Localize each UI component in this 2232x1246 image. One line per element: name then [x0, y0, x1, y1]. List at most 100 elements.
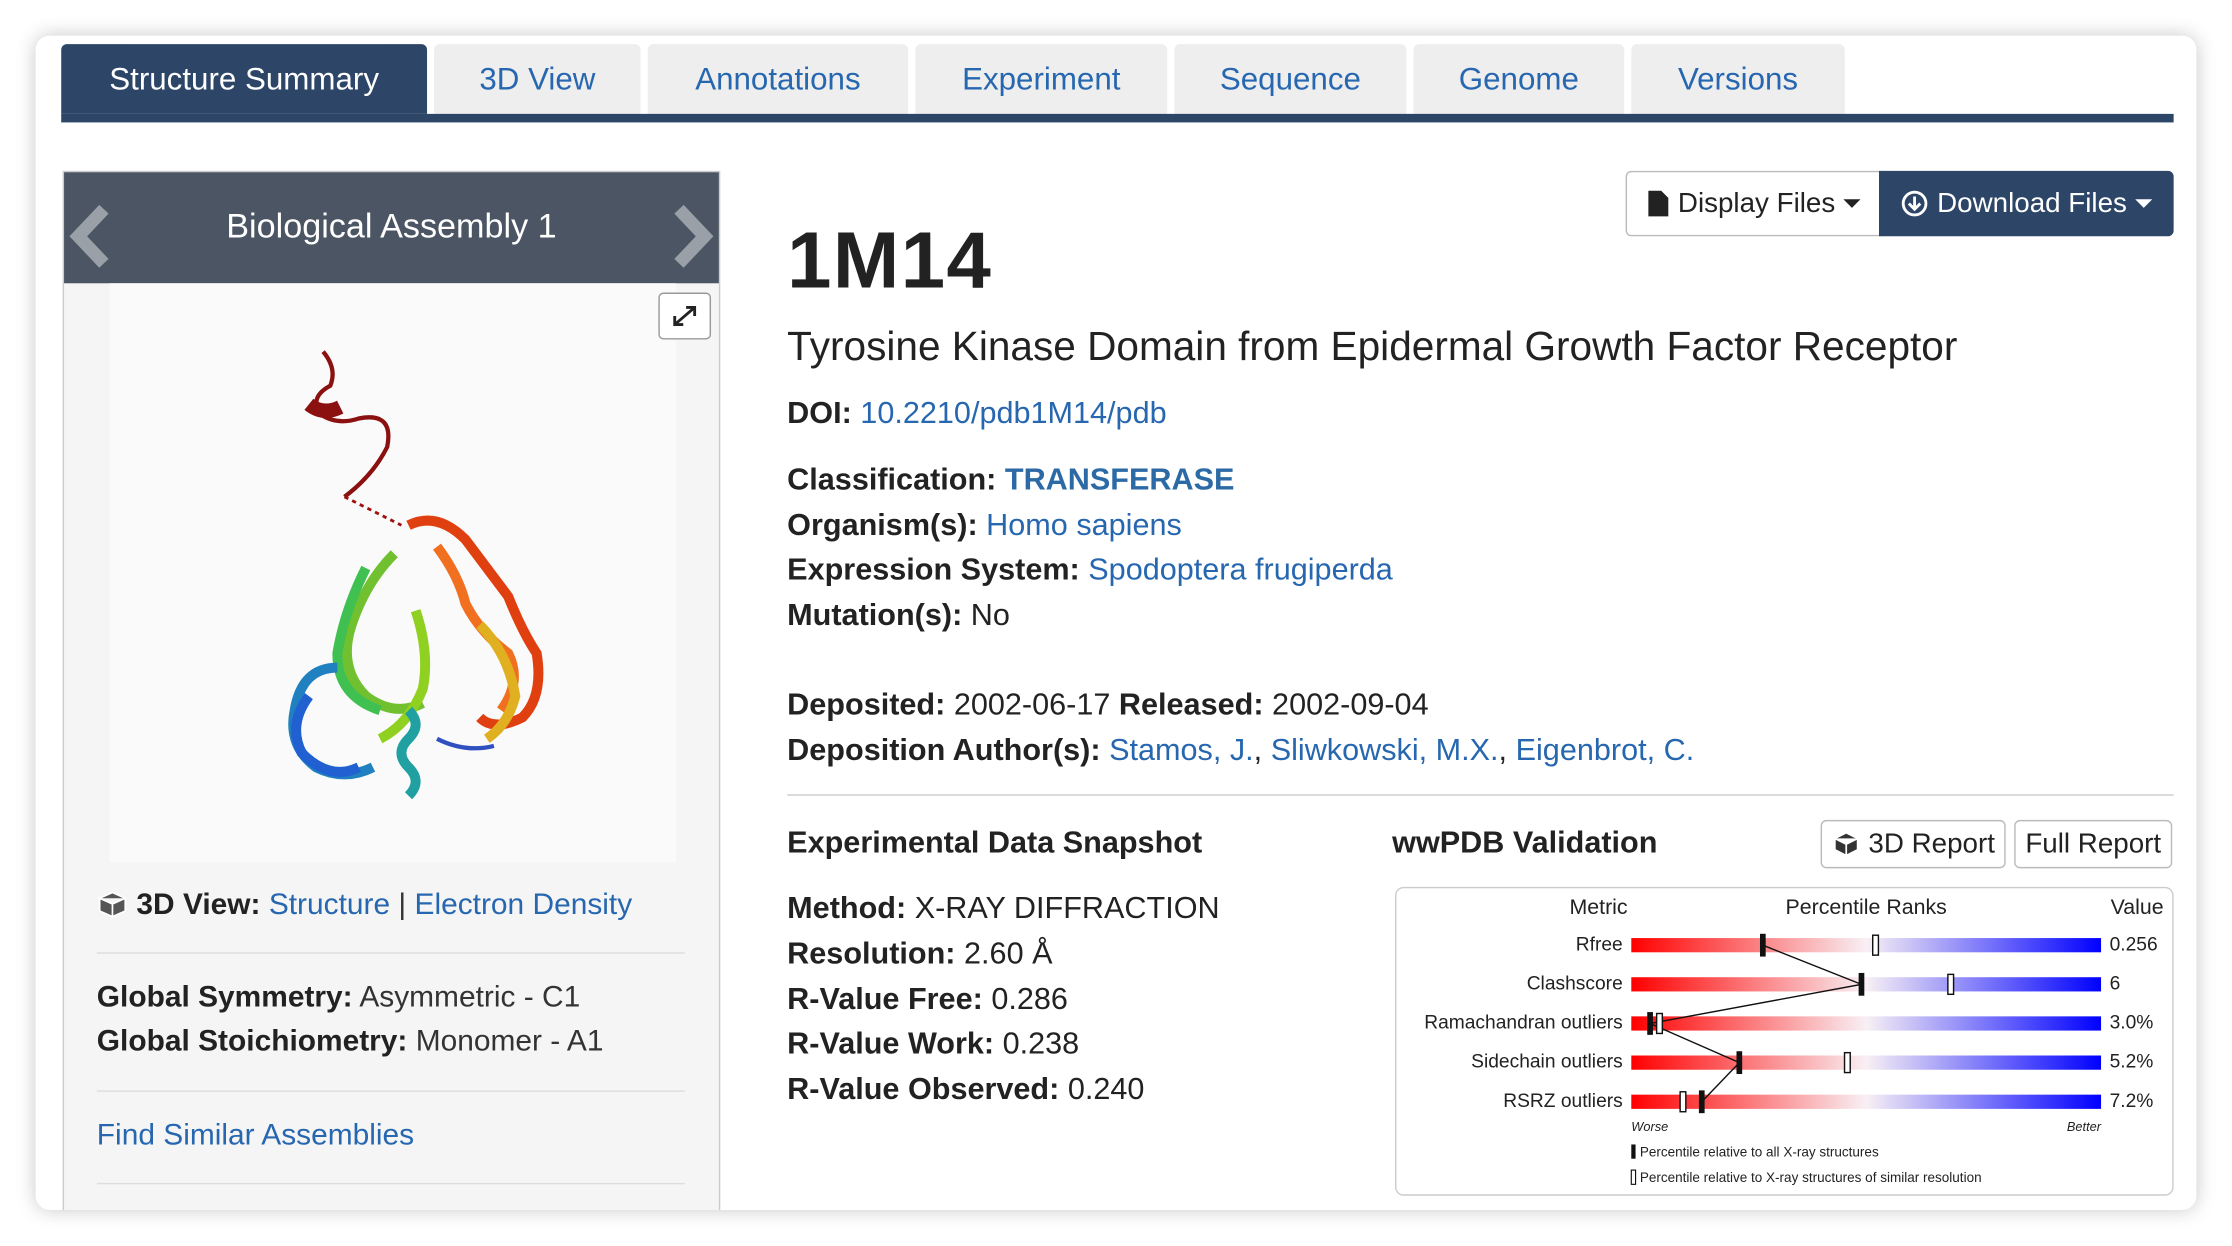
- similar-rank-marker: [1872, 934, 1880, 956]
- link[interactable]: Sliwkowski, M.X.: [1270, 733, 1499, 768]
- tab[interactable]: Annotations: [647, 44, 909, 114]
- display-files-button[interactable]: Display Files: [1625, 170, 1882, 237]
- link[interactable]: Stamos, J.: [1109, 733, 1254, 768]
- download-files-button[interactable]: Download Files: [1878, 170, 2174, 237]
- metric-name: Clashscore: [1527, 973, 1623, 994]
- validation-box: Metric Percentile Ranks Value Rfree 0.256 Cla…: [1395, 886, 2174, 1196]
- separator: ,: [1253, 733, 1263, 768]
- link[interactable]: Find Similar Assemblies: [96, 1118, 415, 1152]
- assembly-title-text: Biological Assembly 1: [226, 207, 557, 247]
- view-label: 3D View:: [136, 888, 261, 921]
- link[interactable]: Eigenbrot, C.: [1515, 733, 1695, 768]
- snapshot-row: R-Value Work: 0.238: [787, 1026, 1079, 1062]
- label: Released:: [1118, 687, 1264, 722]
- field: Expression System: Spodoptera frugiperda: [787, 552, 1393, 588]
- divider: [787, 794, 2174, 796]
- tab[interactable]: Versions: [1631, 44, 1845, 114]
- value: 2.60 Å: [964, 936, 1053, 971]
- percentile-bar: [1631, 1016, 2102, 1031]
- similar-rank-marker: [1843, 1051, 1851, 1074]
- similar-rank-marker: [1679, 1091, 1687, 1113]
- label: R-Value Free:: [787, 982, 983, 1017]
- label: Deposition Author(s):: [787, 733, 1101, 768]
- tab[interactable]: Genome: [1413, 44, 1625, 114]
- metric-value: 0.256: [2110, 934, 2158, 955]
- snapshot-row: Method: X-RAY DIFFRACTION: [787, 891, 1219, 927]
- percentile-bar: [1631, 977, 2102, 992]
- link[interactable]: Homo sapiens: [986, 508, 1182, 543]
- label: R-Value Work:: [787, 1026, 995, 1061]
- divider: [96, 1090, 685, 1092]
- label: Deposited:: [787, 687, 946, 722]
- link[interactable]: Structure: [268, 888, 391, 921]
- metric-value: 7.2%: [2110, 1091, 2154, 1112]
- all-rank-marker: [1698, 1090, 1705, 1114]
- column-header: Value: [2111, 895, 2164, 919]
- similar-rank-marker: [1655, 1012, 1664, 1035]
- link[interactable]: 10.2210/pdb1M14/pdb: [860, 395, 1167, 430]
- cube-icon: [98, 891, 127, 918]
- field: Organism(s): Homo sapiens: [787, 508, 1182, 544]
- authors-line: Deposition Author(s): Stamos, J., Sliwko…: [787, 733, 1694, 769]
- legend-text: Percentile relative to all X-ray structu…: [1640, 1145, 1879, 1160]
- file-icon: [1648, 190, 1668, 217]
- dates-line: Deposited: 2002-06-17 Released: 2002-09-…: [787, 688, 1428, 724]
- entry-id: 1M14: [787, 214, 993, 305]
- label: Global Symmetry:: [96, 980, 353, 1014]
- link[interactable]: Spodoptera frugiperda: [1088, 552, 1393, 587]
- column-header: Percentile Ranks: [1785, 895, 1946, 919]
- label: Mutation(s):: [787, 597, 963, 633]
- find-similar: Find Similar Assemblies: [97, 1119, 414, 1153]
- snapshot-row: Resolution: 2.60 Å: [787, 937, 1052, 973]
- similar-rank-marker: [1947, 973, 1955, 996]
- caret: [1843, 199, 1861, 208]
- entry-title: Tyrosine Kinase Domain from Epidermal Gr…: [787, 324, 1958, 371]
- column-header: Metric: [1570, 895, 1628, 919]
- tab-bar: [61, 113, 2174, 123]
- tab[interactable]: Experiment: [915, 44, 1168, 114]
- structure-image: [109, 283, 677, 863]
- legend-swatch: [1631, 1144, 1636, 1159]
- all-rank-marker: [1858, 972, 1865, 996]
- value: 2002-06-17: [953, 687, 1111, 722]
- tab[interactable]: 3D View: [434, 44, 641, 114]
- label: Resolution:: [787, 936, 956, 971]
- value: Asymmetric - C1: [359, 980, 581, 1014]
- link[interactable]: Electron Density: [414, 888, 633, 921]
- value: Monomer - A1: [415, 1024, 604, 1058]
- metric-name: Ramachandran outliers: [1424, 1013, 1623, 1034]
- assembly-panel: Biological Assembly 1: [62, 170, 721, 1210]
- separator: |: [398, 888, 407, 921]
- label: Global Stoichiometry:: [96, 1024, 408, 1058]
- expand-button[interactable]: [658, 292, 712, 340]
- validation-title: wwPDB Validation: [1392, 825, 1658, 860]
- all-rank-marker: [1647, 1012, 1653, 1035]
- all-rank-marker: [1736, 1051, 1743, 1075]
- divider: [96, 952, 685, 954]
- tab[interactable]: Structure Summary: [61, 44, 428, 114]
- button-text: Display Files: [1677, 187, 1836, 219]
- label: Organism(s):: [787, 508, 978, 543]
- validation-chart: Metric Percentile Ranks Value Rfree 0.256 Cla…: [1424, 895, 2164, 1185]
- link[interactable]: TRANSFERASE: [1004, 462, 1235, 497]
- next-arrow[interactable]: [662, 201, 719, 272]
- percentile-bar: [1631, 1094, 2102, 1109]
- snapshot-row: R-Value Observed: 0.240: [787, 1072, 1144, 1108]
- prev-arrow[interactable]: [64, 201, 121, 272]
- metric-name: Sidechain outliers: [1471, 1052, 1623, 1073]
- cube-icon: [1833, 831, 1858, 857]
- view-line: 3D View: Structure | Electron Density: [97, 888, 632, 922]
- value: 2002-09-04: [1272, 687, 1429, 722]
- legend-swatch: [1630, 1169, 1637, 1185]
- tab[interactable]: Sequence: [1174, 44, 1407, 114]
- snapshot-title: Experimental Data Snapshot: [787, 825, 1203, 860]
- symmetry-line: Global Symmetry: Asymmetric - C1: [97, 981, 580, 1015]
- label: R-Value Observed:: [787, 1071, 1060, 1107]
- value: 0.286: [991, 982, 1068, 1017]
- field: Classification: TRANSFERASE: [787, 463, 1234, 499]
- metric-value: 3.0%: [2110, 1013, 2154, 1034]
- report-3d-button[interactable]: 3D Report: [1820, 819, 2006, 869]
- doi-line: DOI: 10.2210/pdb1M14/pdb: [787, 396, 1166, 432]
- full-report-button[interactable]: Full Report: [2014, 819, 2173, 869]
